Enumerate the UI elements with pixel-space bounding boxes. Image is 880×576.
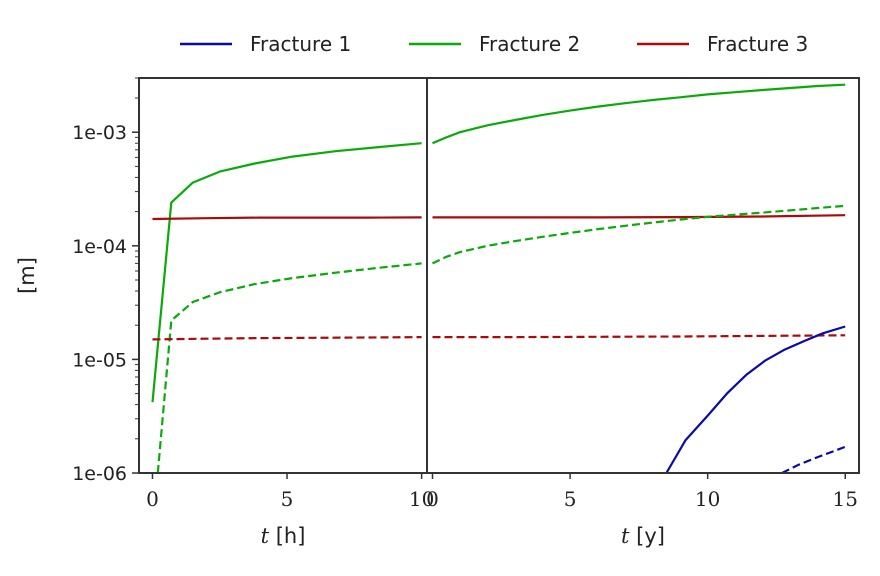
- legend: Fracture 1 Fracture 2 Fracture 3: [180, 32, 808, 56]
- fracture-1-solid-line: [665, 325, 846, 473]
- fracture-2-dashed-line: [156, 262, 422, 473]
- series-group: [432, 83, 846, 473]
- legend-label: Fracture 2: [479, 32, 580, 56]
- x-axis-unit: [h]: [276, 524, 306, 548]
- fracture-3-dashed-line: [152, 336, 422, 341]
- legend-label: Fracture 3: [707, 32, 808, 56]
- fracture-2-solid-line: [432, 83, 846, 145]
- y-tick-label: 1e-06: [72, 463, 127, 485]
- x-axis-variable: t: [621, 524, 636, 548]
- x-axis-unit: [y]: [636, 524, 665, 548]
- fracture-2-dashed-line: [432, 204, 846, 265]
- panel-2: 0 5 10 15 t [y]: [426, 77, 860, 548]
- y-tick-label: 1e-04: [72, 236, 127, 258]
- chart-panels: 0 5 10 t [h] 0 5 10 15 t [y]: [138, 77, 860, 548]
- x-tick-label: 10: [695, 487, 720, 511]
- x-axis-label: t [y]: [621, 524, 665, 548]
- legend-label: Fracture 1: [250, 32, 351, 56]
- y-tick-label: 1e-05: [72, 349, 127, 371]
- x-tick-label: 5: [281, 487, 294, 511]
- x-tick-label: 0: [426, 487, 439, 511]
- x-axis-label: t [h]: [261, 524, 306, 548]
- x-tick-label: 15: [833, 487, 858, 511]
- y-tick-label: 1e-03: [72, 122, 127, 144]
- x-tick-label: 0: [146, 487, 159, 511]
- fracture-3-solid-line: [152, 216, 422, 221]
- series-group: [151, 142, 422, 473]
- fracture-2-solid-line: [151, 142, 422, 403]
- x-axis-variable: t: [261, 524, 276, 548]
- panel-1: 0 5 10 t [h]: [138, 77, 434, 548]
- fracture-1-dashed-line: [781, 445, 846, 473]
- fracture-3-dashed-line: [432, 334, 846, 339]
- y-axis: 1e-03 1e-04 1e-05 1e-06 [m]: [15, 77, 139, 485]
- x-tick-label: 10: [409, 487, 434, 511]
- panel-frame: [426, 77, 860, 474]
- panel-frame: [138, 77, 428, 474]
- x-tick-label: 5: [564, 487, 577, 511]
- fracture-3-solid-line: [432, 214, 846, 219]
- y-axis-label: [m]: [15, 257, 39, 294]
